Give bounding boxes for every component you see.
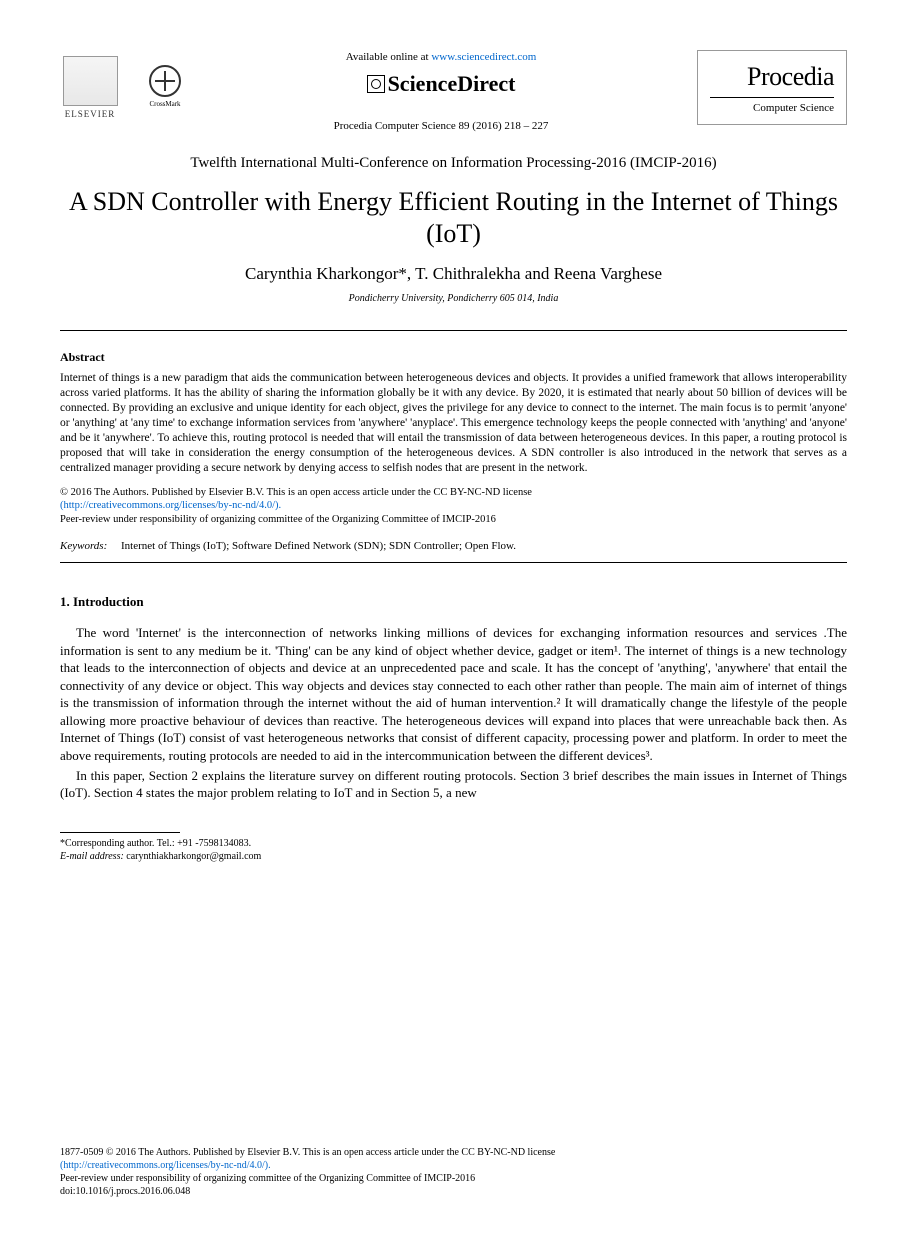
procedia-sub: Computer Science: [710, 97, 834, 116]
footnote-rule: [60, 832, 180, 833]
citation-line: Procedia Computer Science 89 (2016) 218 …: [205, 119, 677, 134]
footnote-block: *Corresponding author. Tel.: +91 -759813…: [60, 837, 847, 863]
elsevier-logo: ELSEVIER: [60, 50, 120, 120]
authors-line: Carynthia Kharkongor*, T. Chithralekha a…: [60, 263, 847, 286]
keywords-line: Keywords: Internet of Things (IoT); Soft…: [60, 539, 847, 554]
available-prefix: Available online at: [346, 51, 432, 63]
bottom-peer-review: Peer-review under responsibility of orga…: [60, 1173, 475, 1184]
paper-title: A SDN Controller with Energy Efficient R…: [60, 186, 847, 251]
email-address: carynthiakharkongor@gmail.com: [124, 851, 262, 862]
bottom-block: 1877-0509 © 2016 The Authors. Published …: [60, 1146, 847, 1198]
license-block: © 2016 The Authors. Published by Elsevie…: [60, 486, 847, 527]
intro-para-1: The word 'Internet' is the interconnecti…: [60, 624, 847, 764]
sciencedirect-url[interactable]: www.sciencedirect.com: [431, 51, 536, 63]
left-logos: ELSEVIER CrossMark: [60, 50, 185, 120]
license-url[interactable]: (http://creativecommons.org/licenses/by-…: [60, 500, 281, 511]
elsevier-tree-icon: [63, 56, 118, 106]
crossmark-icon: [149, 65, 181, 97]
section-1-heading: 1. Introduction: [60, 593, 847, 611]
sciencedirect-logo: ScienceDirect: [205, 69, 677, 99]
doi-line: doi:10.1016/j.procs.2016.06.048: [60, 1186, 190, 1197]
affiliation-line: Pondicherry University, Pondicherry 605 …: [60, 292, 847, 306]
email-label: E-mail address:: [60, 851, 124, 862]
rule-bottom: [60, 562, 847, 563]
abstract-text: Internet of things is a new paradigm tha…: [60, 371, 847, 476]
issn-copyright: 1877-0509 © 2016 The Authors. Published …: [60, 1147, 555, 1158]
conference-name: Twelfth International Multi-Conference o…: [60, 153, 847, 173]
rule-top: [60, 330, 847, 331]
crossmark-logo[interactable]: CrossMark: [145, 65, 185, 120]
header-row: ELSEVIER CrossMark Available online at w…: [60, 50, 847, 133]
corresponding-author: *Corresponding author. Tel.: +91 -759813…: [60, 838, 251, 849]
center-header: Available online at www.sciencedirect.co…: [185, 50, 697, 133]
crossmark-label: CrossMark: [149, 100, 180, 109]
procedia-main: Procedia: [710, 59, 834, 94]
bottom-license-url[interactable]: (http://creativecommons.org/licenses/by-…: [60, 1160, 271, 1171]
copyright-line: © 2016 The Authors. Published by Elsevie…: [60, 487, 532, 498]
keywords-text: Internet of Things (IoT); Software Defin…: [121, 540, 516, 552]
available-online: Available online at www.sciencedirect.co…: [205, 50, 677, 65]
intro-para-2: In this paper, Section 2 explains the li…: [60, 767, 847, 802]
peer-review-line: Peer-review under responsibility of orga…: [60, 514, 496, 525]
sciencedirect-icon: [367, 75, 385, 93]
elsevier-label: ELSEVIER: [65, 108, 116, 120]
keywords-label: Keywords:: [60, 540, 107, 552]
sciencedirect-label: ScienceDirect: [388, 69, 516, 99]
procedia-logo: Procedia Computer Science: [697, 50, 847, 125]
abstract-heading: Abstract: [60, 349, 847, 365]
